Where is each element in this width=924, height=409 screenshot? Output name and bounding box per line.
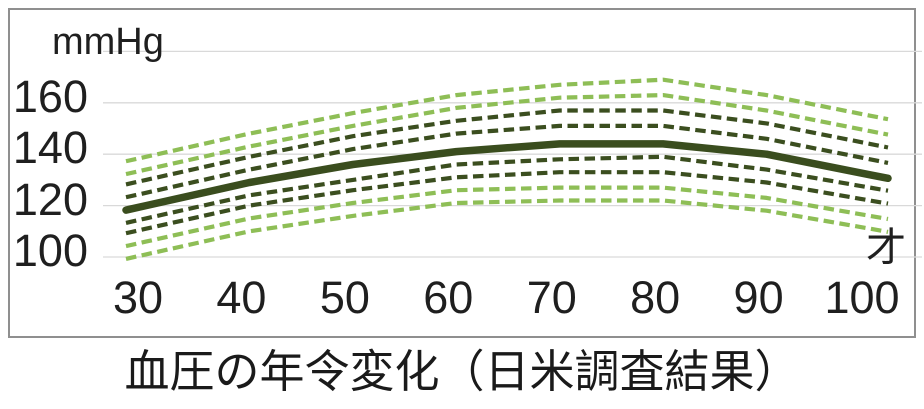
y-axis-unit-label: mmHg [52,21,164,63]
x-tick-90: 90 [733,272,784,323]
y-tick-120: 120 [12,173,88,225]
series-lower-band-4 [125,198,889,261]
series-upper-band-4 [125,77,889,164]
x-tick-80: 80 [630,272,681,323]
x-tick-70: 70 [526,272,577,323]
x-tick-100: 100 [824,272,900,323]
x-tick-60: 60 [423,272,474,323]
chart-title: 血圧の年令変化（日米調査結果） [124,346,800,397]
series-lower-band-1 [125,154,889,225]
x-axis-unit-label: 才 [866,226,906,270]
y-tick-100: 100 [12,225,88,276]
line-chart-canvas [103,50,922,261]
series-mean-blood-pressure [122,140,892,214]
y-tick-160: 160 [12,70,88,122]
series-upper-band-1 [125,123,889,200]
x-tick-50: 50 [319,272,370,323]
series-upper-band-2 [125,108,889,187]
x-tick-30: 30 [112,272,164,323]
x-tick-40: 40 [216,272,267,323]
series-lower-band-3 [125,185,889,249]
series-lower-band-2 [125,170,889,236]
series-upper-band-3 [125,92,889,177]
chart-plot-area [8,8,922,338]
y-tick-140: 140 [12,122,88,174]
